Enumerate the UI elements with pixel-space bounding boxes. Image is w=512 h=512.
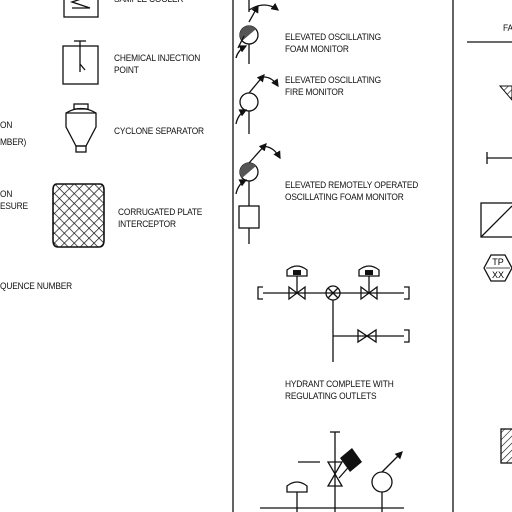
chemical-injection-symbol [62, 40, 99, 85]
instrument-box-symbol [480, 202, 512, 238]
label-left-mber: MBER) [0, 137, 27, 148]
label-elev-fire-1: ELEVATED OSCILLATING [285, 75, 381, 86]
remote-foam-monitor-symbol [235, 143, 281, 244]
label-elev-fire-2: FIRE MONITOR [285, 87, 344, 98]
hydrant-symbol [257, 265, 410, 362]
test-point-hexagon: TP XX [483, 254, 512, 282]
tp-top-text: TP [492, 257, 504, 267]
label-corrugated-2: INTERCEPTOR [118, 219, 176, 230]
elevated-foam-monitor-symbol [235, 0, 280, 64]
corrugated-plate-symbol [52, 183, 105, 248]
tp-bottom-text: XX [492, 270, 504, 280]
pipe-stub-symbol [486, 152, 512, 164]
label-elev-foam-2: FOAM MONITOR [285, 44, 349, 55]
label-left-on-1: ON [0, 120, 13, 131]
label-hydrant-2: REGULATING OUTLETS [285, 391, 377, 402]
sample-cooler-symbol [63, 0, 99, 18]
label-corrugated-1: CORRUGATED PLATE [118, 207, 203, 218]
label-chemical-injection-1: CHEMICAL INJECTION [114, 53, 201, 64]
label-sample-cooler: SAMPLE COOLER [114, 0, 183, 5]
label-right-header: FA [503, 23, 512, 34]
label-elev-foam-1: ELEVATED OSCILLATING [285, 32, 381, 43]
label-cyclone-separator: CYCLONE SEPARATOR [114, 126, 204, 137]
hatched-box-symbol [500, 428, 512, 464]
cyclone-separator-symbol [65, 103, 97, 153]
label-remote-foam-1: ELEVATED REMOTELY OPERATED [285, 180, 419, 191]
elevated-fire-monitor-symbol [235, 74, 279, 134]
label-chemical-injection-2: POINT [114, 65, 139, 76]
label-left-esure: ESURE [0, 201, 28, 212]
label-left-sequence: QUENCE NUMBER [0, 281, 73, 292]
hatched-triangle-symbol [498, 85, 512, 101]
label-left-on-2: ON [0, 189, 13, 200]
label-remote-foam-2: OSCILLATING FOAM MONITOR [285, 192, 404, 203]
lower-assembly-symbol [260, 431, 404, 512]
label-hydrant-1: HYDRANT COMPLETE WITH [285, 379, 394, 390]
